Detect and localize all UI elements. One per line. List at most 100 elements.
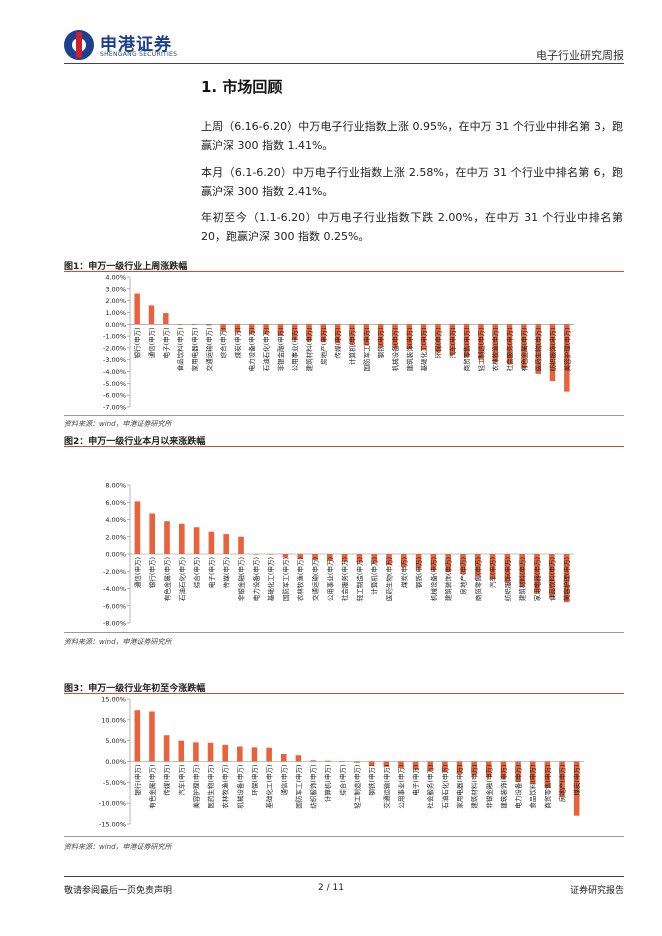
bar — [339, 761, 346, 762]
x-category-label: 公用事业(申万) — [325, 557, 334, 601]
bar — [400, 554, 407, 567]
paragraph-monthly: 本月（6.1-6.20）中万电子行业指数上涨 2.58%，在中万 31 个行业中… — [201, 166, 623, 198]
y-tick-label: -10.00% — [99, 800, 126, 808]
y-tick-label: -4.00% — [103, 368, 126, 376]
bar — [356, 554, 363, 563]
figure-2-bottom-rule — [64, 632, 624, 633]
x-category-label: 综合(申万) — [219, 327, 228, 358]
y-tick-label: 0.00% — [105, 321, 126, 329]
x-category-label: 钢铁(申万) — [367, 765, 376, 796]
bar — [178, 523, 185, 554]
bar — [535, 324, 541, 374]
x-category-label: 家用电器(申万) — [533, 557, 542, 601]
y-tick-label: 2.00% — [105, 297, 126, 305]
bar — [334, 324, 341, 344]
report-type: 电子行业研究周报 — [536, 49, 624, 62]
page-number: 2 / 11 — [318, 883, 344, 893]
x-category-label: 煤炭(申万) — [233, 327, 242, 358]
x-category-label: 轻工制造(申万) — [355, 557, 364, 601]
x-category-label: 轻工制造(申万) — [476, 327, 485, 371]
x-category-label: 有色金属(申万) — [147, 765, 156, 809]
bar — [306, 324, 312, 341]
x-category-label: 国防军工(申万) — [362, 327, 371, 371]
x-category-label: 银行(申万) — [133, 765, 142, 796]
bar — [149, 711, 155, 762]
figure-3-chart: 15.00% 10.00% 5.00% 0.00% -5.00% -10.00% -15.0… — [99, 696, 584, 829]
x-category-label: 计算机(申万) — [370, 557, 379, 595]
bar — [471, 761, 477, 776]
bar — [521, 324, 527, 368]
bar — [263, 324, 269, 335]
x-category-label: 社会服务(申万) — [426, 765, 435, 809]
x-category-label: 美容护理(申万) — [191, 765, 200, 809]
bar — [515, 761, 521, 782]
y-tick-label: -2.00% — [103, 568, 126, 576]
bar — [463, 324, 470, 358]
x-category-label: 石油石化(申万) — [177, 557, 186, 601]
bar — [164, 521, 170, 554]
bar — [534, 554, 540, 593]
bar — [134, 710, 141, 762]
bar — [442, 761, 448, 773]
bar — [456, 761, 463, 774]
bar — [193, 527, 200, 554]
x-category-label: 非银金融(申万) — [276, 327, 285, 371]
bar — [435, 324, 441, 353]
x-category-label: 通信(申万) — [133, 557, 142, 588]
bar — [506, 324, 513, 365]
bar — [392, 324, 398, 348]
x-category-label: 通信(申万) — [279, 765, 288, 796]
x-category-label: 医药生物(申万) — [385, 557, 394, 601]
figure-2-chart: 8.00% 6.00% 4.00% 2.00% 0.00% -2.00% -4.00% -6.… — [103, 482, 574, 628]
bar — [324, 760, 331, 762]
bar — [430, 554, 437, 571]
bar — [427, 761, 434, 772]
bar — [544, 761, 551, 788]
page-header: 申港证券 SHENGANG SECURITIES 电子行业研究周报 — [64, 30, 624, 64]
bar — [563, 554, 570, 603]
brand-name: 申港证券 — [100, 35, 172, 55]
x-category-label: 公用事业(申万) — [396, 765, 405, 809]
paragraph-weekly: 上周（6.16-6.20）中万电子行业指数上涨 0.95%，在中万 31 个行业… — [201, 120, 623, 152]
footer-doc-type: 证券研究报告 — [569, 886, 624, 896]
x-category-label: 纺织服饰(申万) — [548, 327, 557, 371]
x-category-label: 社会服务(申万) — [505, 327, 514, 371]
figure-1-source: 资料来源：wind，申港证券研究所 — [64, 420, 172, 428]
bar — [406, 324, 413, 350]
x-category-label: 计算机(申万) — [348, 327, 357, 365]
bar — [222, 744, 228, 762]
y-tick-label: 3.00% — [105, 285, 126, 293]
x-category-label: 石油石化(申万) — [440, 765, 449, 809]
y-tick-label: 0.00% — [105, 551, 126, 559]
bar — [280, 754, 287, 762]
bar — [163, 313, 169, 325]
y-tick-label: 4.00% — [105, 274, 126, 282]
bar — [412, 761, 419, 770]
x-category-label: 建筑装饰(申万) — [405, 327, 414, 371]
bar — [249, 324, 255, 334]
bar — [349, 324, 355, 345]
x-category-label: 非银金融(申万) — [237, 557, 246, 601]
bar — [191, 324, 198, 325]
x-category-label: 综合(申万) — [338, 765, 347, 796]
x-category-label: 电力设备(申万) — [251, 557, 260, 601]
bar — [504, 554, 511, 583]
bar — [559, 761, 565, 797]
x-category-label: 国防军工(申万) — [281, 557, 290, 601]
y-tick-label: 4.00% — [105, 516, 126, 524]
header-divider — [64, 63, 624, 64]
bar — [282, 554, 289, 558]
figure-1-title: 图1：申万一级行业上周涨跌幅 — [64, 262, 188, 272]
bar — [460, 554, 466, 574]
x-category-label: 美容护理(申万) — [562, 557, 571, 601]
section-title: 1. 市场回顾 — [201, 78, 283, 96]
x-category-label: 传媒(申万) — [162, 765, 171, 796]
bar — [573, 761, 580, 816]
footer-divider — [64, 876, 624, 877]
x-category-label: 非银金融(申万) — [484, 765, 493, 809]
bar — [492, 324, 498, 363]
bar — [134, 501, 141, 554]
y-tick-label: -4.00% — [103, 585, 126, 593]
bar — [354, 761, 360, 763]
bar — [312, 554, 318, 561]
